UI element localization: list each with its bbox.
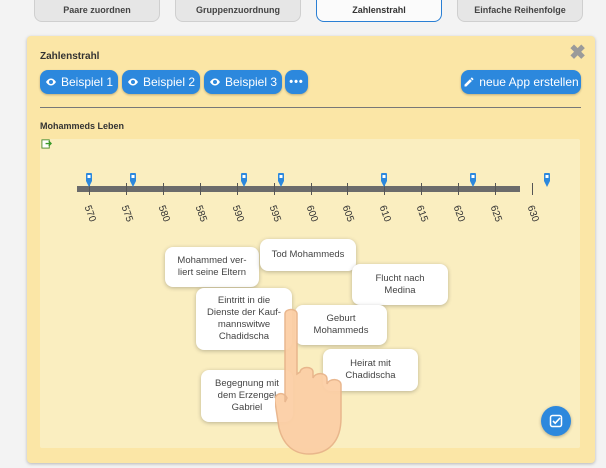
example-1-label: Beispiel 1 — [60, 75, 114, 89]
event-card-text: Tod Mohammeds — [271, 249, 345, 261]
pin-icon[interactable] — [86, 173, 92, 187]
number-line — [77, 186, 520, 192]
event-card-text: Eintritt in die Dienste der Kauf- mannsw… — [207, 295, 281, 342]
axis-tick — [236, 183, 238, 195]
event-card[interactable]: Eintritt in die Dienste der Kauf- mannsw… — [196, 288, 292, 350]
tab-bar: Paare zuordnen Gruppenzuordnung Zahlenst… — [0, 0, 606, 26]
app-panel: Zahlenstrahl ✖ Beispiel 1 Beispiel 2 Bei… — [27, 36, 595, 463]
app-title: Mohammeds Leben — [40, 121, 125, 131]
example-1-button[interactable]: Beispiel 1 — [40, 70, 118, 94]
axis-tick — [199, 183, 201, 195]
event-card-text: Mohammed ver- liert seine Eltern — [177, 255, 247, 278]
event-card-text: Geburt Mohammeds — [313, 313, 369, 336]
pin-icon[interactable] — [277, 173, 284, 187]
close-icon[interactable]: ✖ — [569, 42, 586, 64]
event-card-text: Begegnung mit dem Erzengel Gabriel — [215, 378, 279, 413]
pin-icon[interactable] — [469, 173, 476, 187]
axis-tick — [347, 183, 349, 195]
axis-tick — [384, 183, 386, 195]
example-2-label: Beispiel 2 — [142, 75, 196, 89]
tab-paare-zuordnen[interactable]: Paare zuordnen — [34, 0, 160, 22]
event-card-text: Heirat mit Chadidscha — [345, 358, 396, 381]
check-icon — [549, 414, 563, 428]
pin-icon[interactable] — [130, 173, 137, 187]
eye-icon — [127, 78, 138, 86]
axis-tick — [421, 183, 423, 195]
tab-gruppenzuordnung[interactable]: Gruppenzuordnung — [175, 0, 301, 22]
check-button[interactable] — [541, 406, 571, 436]
tab-zahlenstrahl[interactable]: Zahlenstrahl — [316, 0, 442, 22]
eye-icon — [209, 78, 220, 86]
example-3-label: Beispiel 3 — [224, 75, 278, 89]
axis-tick — [532, 183, 533, 195]
pin-icon[interactable] — [381, 173, 388, 187]
tab-einfache-reihenfolge[interactable]: Einfache Reihenfolge — [457, 0, 583, 22]
axis-tick — [125, 183, 127, 195]
pin-icon[interactable] — [241, 173, 248, 187]
event-card[interactable]: Tod Mohammeds — [260, 239, 356, 271]
pencil-icon — [464, 77, 474, 87]
export-icon[interactable] — [41, 138, 52, 149]
eye-icon — [45, 78, 56, 86]
axis-tick — [495, 183, 497, 195]
divider — [40, 107, 581, 108]
panel-title: Zahlenstrahl — [40, 51, 100, 62]
more-button[interactable]: ••• — [285, 70, 308, 94]
axis-tick — [310, 183, 312, 195]
example-3-button[interactable]: Beispiel 3 — [204, 70, 282, 94]
axis-tick — [273, 183, 275, 195]
axis-tick — [89, 183, 90, 195]
new-app-button[interactable]: neue App erstellen — [461, 70, 581, 94]
event-card-text: Flucht nach Medina — [375, 272, 425, 296]
hand-pointer-icon — [275, 308, 342, 455]
axis-tick — [162, 183, 164, 195]
event-card[interactable]: Flucht nach Medina — [352, 264, 448, 305]
axis-tick — [458, 183, 460, 195]
event-card[interactable]: Geburt Mohammeds — [295, 305, 387, 345]
example-2-button[interactable]: Beispiel 2 — [122, 70, 200, 94]
new-app-label: neue App erstellen — [479, 75, 579, 89]
pin-icon[interactable] — [543, 173, 550, 187]
event-card[interactable]: Mohammed ver- liert seine Eltern — [165, 247, 259, 287]
